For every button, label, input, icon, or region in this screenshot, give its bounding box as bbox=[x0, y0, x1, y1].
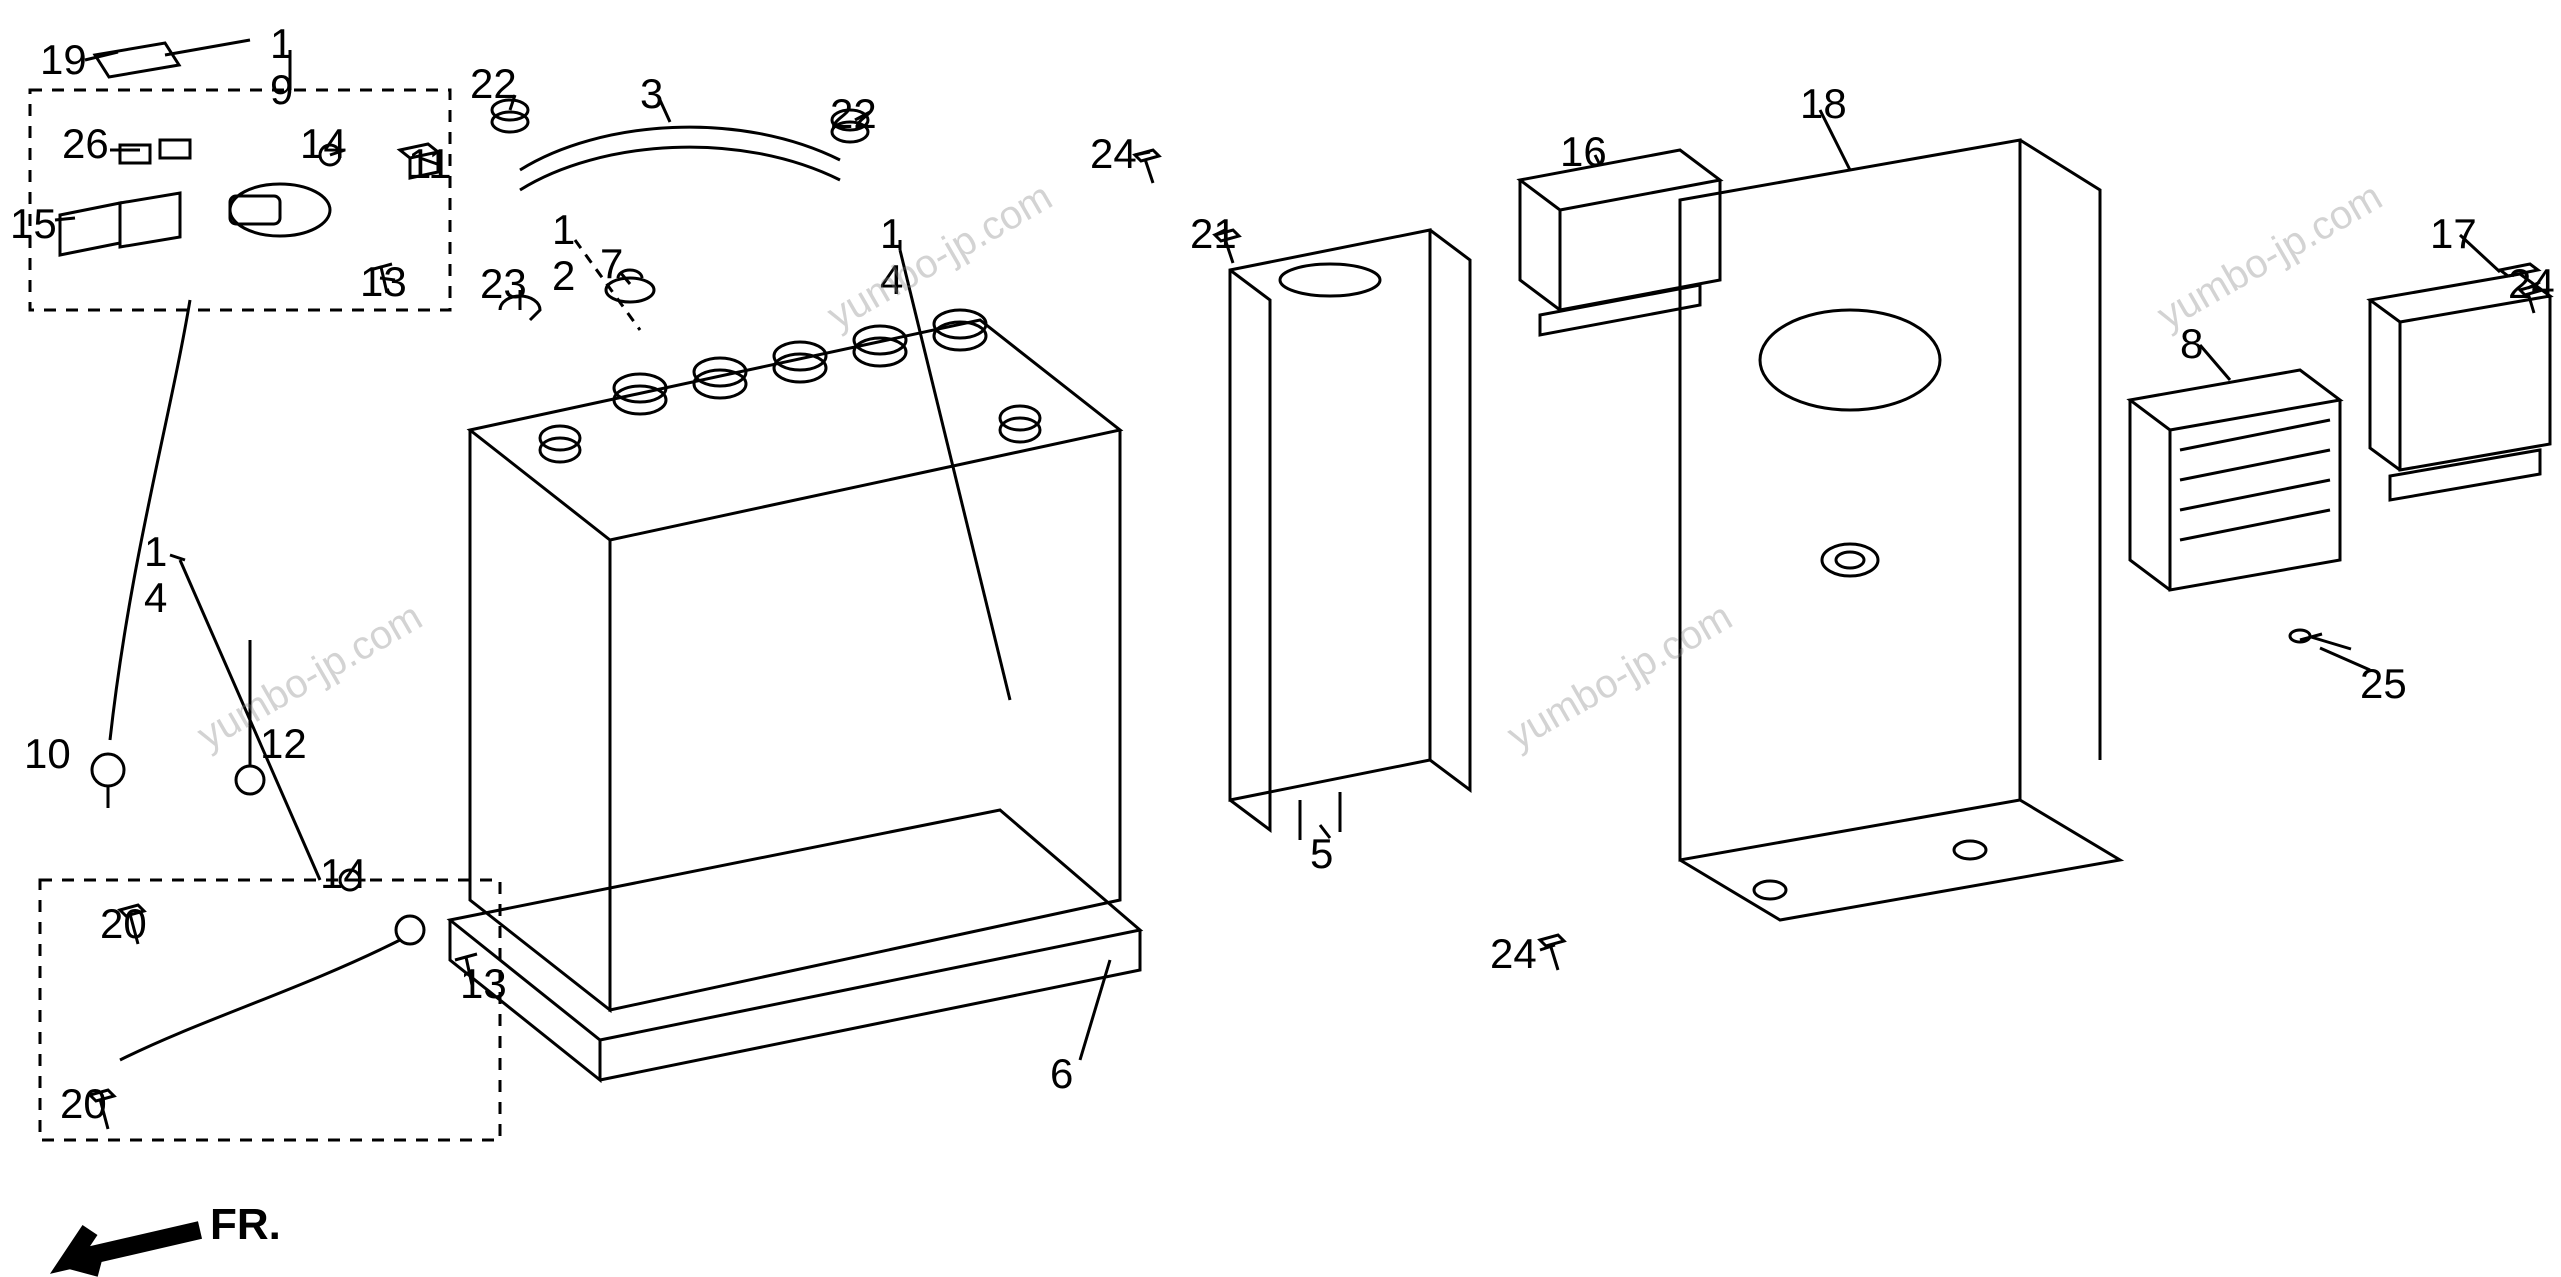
callout-c17: 17 bbox=[2430, 210, 2477, 258]
callout-c3: 3 bbox=[640, 70, 663, 118]
callout-c18: 18 bbox=[1800, 80, 1847, 128]
callout-c1d: 1 bbox=[144, 528, 167, 576]
callout-c24a: 24 bbox=[1090, 130, 1137, 178]
callout-c14b: 14 bbox=[320, 850, 367, 898]
callout-c1b: 1 bbox=[552, 206, 575, 254]
callout-c9: 9 bbox=[270, 66, 293, 114]
callout-c22b: 22 bbox=[830, 90, 877, 138]
callout-c13b: 13 bbox=[460, 960, 507, 1008]
callout-c24b: 24 bbox=[2508, 260, 2555, 308]
callout-c15: 15 bbox=[10, 200, 57, 248]
callout-c2: 2 bbox=[552, 252, 575, 300]
callout-c25: 25 bbox=[2360, 660, 2407, 708]
callout-c20a: 20 bbox=[100, 900, 147, 948]
callout-c22a: 22 bbox=[470, 60, 517, 108]
callout-c1a: 1 bbox=[270, 20, 293, 68]
callout-c4b: 4 bbox=[144, 574, 167, 622]
callout-c5: 5 bbox=[1310, 830, 1333, 878]
callout-c16: 16 bbox=[1560, 128, 1607, 176]
callout-c14a: 14 bbox=[300, 120, 347, 168]
callout-c6: 6 bbox=[1050, 1050, 1073, 1098]
front-direction-label: FR. bbox=[210, 1200, 281, 1250]
diagram-canvas: FR. 191926141115132232212237142421161881… bbox=[0, 0, 2561, 1277]
callout-c24c: 24 bbox=[1490, 930, 1537, 978]
callout-c11: 11 bbox=[408, 140, 452, 188]
callout-c10: 10 bbox=[24, 730, 71, 778]
callout-c19: 19 bbox=[40, 36, 87, 84]
callout-c7: 7 bbox=[600, 240, 623, 288]
callout-c13a: 13 bbox=[360, 258, 407, 306]
callout-c1c: 1 bbox=[880, 210, 903, 258]
callout-c20b: 20 bbox=[60, 1080, 107, 1128]
callout-c23: 23 bbox=[480, 260, 527, 308]
callout-c21: 21 bbox=[1190, 210, 1237, 258]
callout-c26: 26 bbox=[62, 120, 109, 168]
